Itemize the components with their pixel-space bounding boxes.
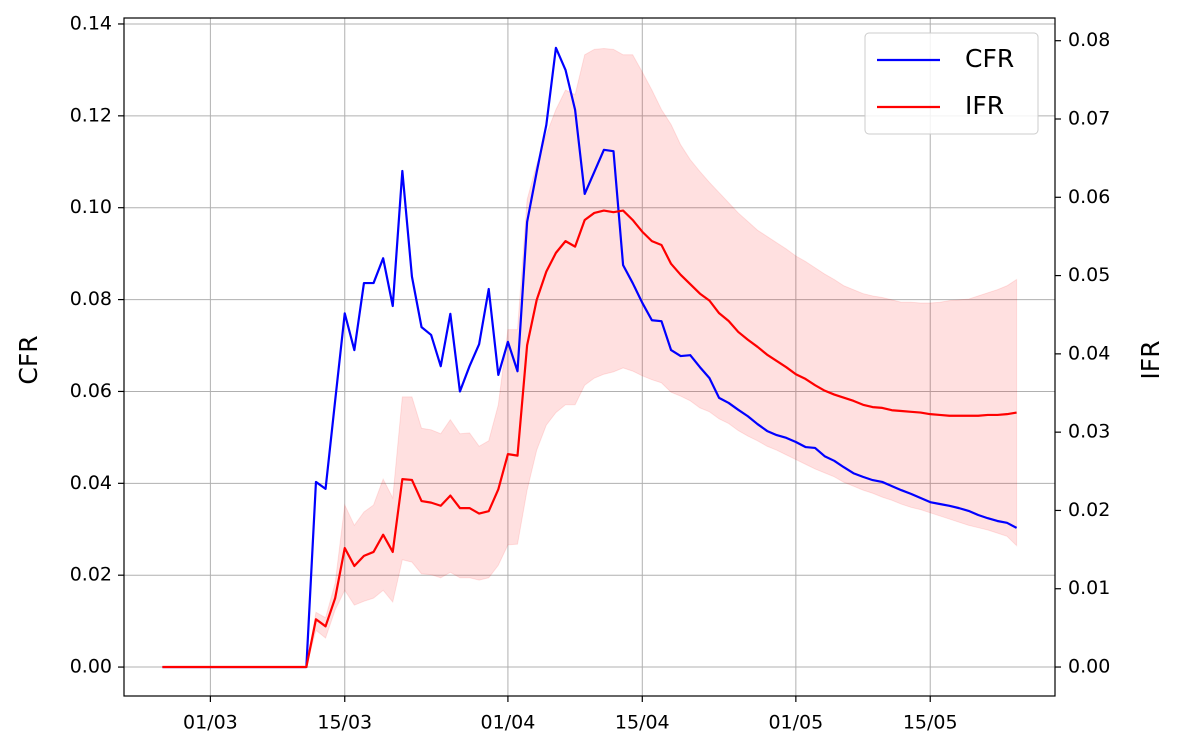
y-tick-label: 0.00 — [70, 656, 112, 678]
y-axis-label: CFR — [14, 335, 43, 384]
y-tick-label: 0.12 — [70, 104, 112, 126]
y2-tick-label: 0.04 — [1068, 342, 1110, 364]
legend: CFR IFR — [864, 32, 1039, 135]
y2-tick-label: 0.02 — [1068, 499, 1110, 521]
y2-tick-label: 0.01 — [1068, 577, 1110, 599]
y-tick-label: 0.10 — [70, 196, 112, 218]
legend-box — [864, 32, 1039, 135]
y2-tick-label: 0.03 — [1068, 421, 1110, 443]
y2-tick-label: 0.00 — [1068, 656, 1110, 678]
x-tick-label: 15/04 — [615, 712, 670, 734]
y-tick-label: 0.08 — [70, 288, 112, 310]
line — [162, 209, 1017, 669]
x-tick-label: 01/03 — [183, 712, 238, 734]
y2-tick-label: 0.05 — [1068, 264, 1110, 286]
y-tick-label: 0.06 — [70, 380, 112, 402]
y2-tick-label: 0.06 — [1068, 186, 1110, 208]
legend-label: CFR — [965, 44, 1014, 73]
confidence-band — [162, 48, 1018, 668]
y2-tick-label: 0.08 — [1068, 29, 1110, 51]
y2-tick-label: 0.07 — [1068, 107, 1110, 129]
y2-axis-label: IFR — [1136, 340, 1165, 379]
x-tick-label: 01/04 — [481, 712, 536, 734]
legend-label: IFR — [965, 91, 1004, 120]
y-tick-label: 0.04 — [70, 472, 112, 494]
y-tick-label: 0.02 — [70, 564, 112, 586]
plot-frame — [123, 17, 1056, 697]
x-tick-label: 01/05 — [768, 712, 823, 734]
y-tick-label: 0.14 — [70, 12, 112, 34]
x-tick-label: 15/03 — [317, 712, 372, 734]
x-tick-label: 15/05 — [903, 712, 958, 734]
